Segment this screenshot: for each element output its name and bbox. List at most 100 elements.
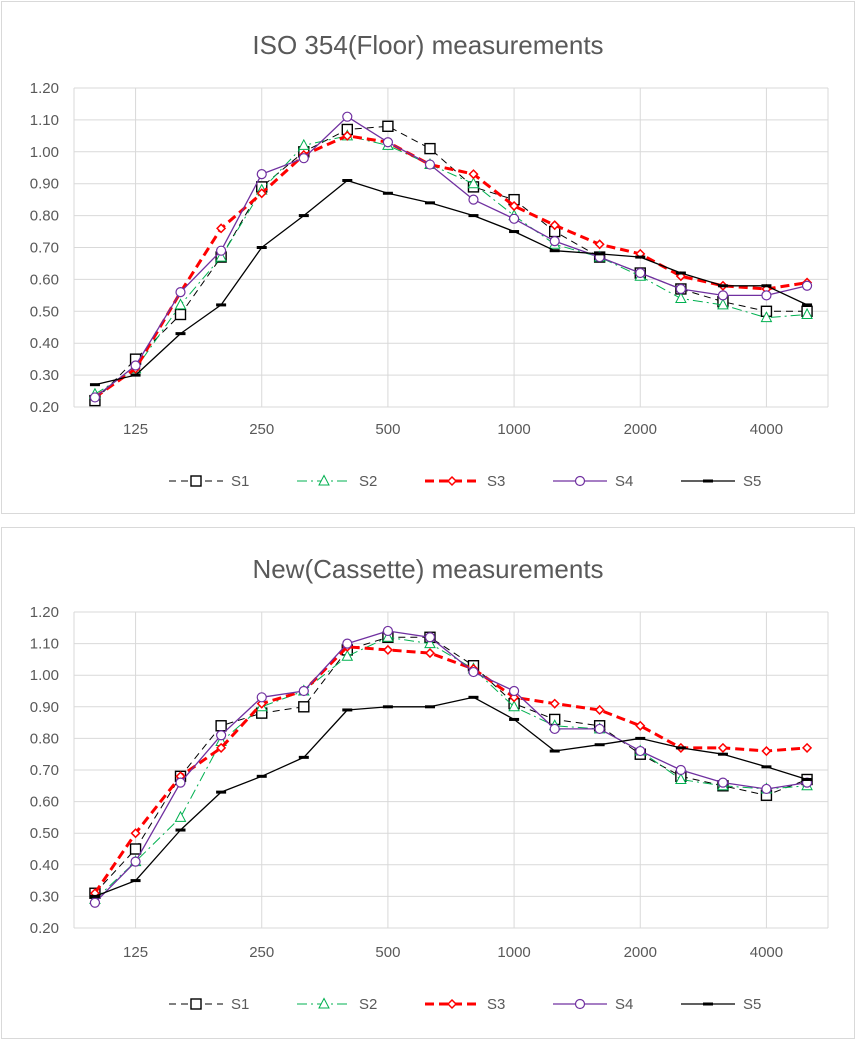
x-tick-label: 125 — [123, 944, 148, 961]
data-point — [549, 236, 560, 247]
data-point — [382, 191, 393, 195]
x-tick-label: 4000 — [750, 421, 783, 438]
data-point — [424, 648, 436, 659]
series-s1 — [89, 631, 813, 899]
series-line — [94, 116, 808, 398]
data-point — [174, 308, 187, 321]
legend-marker — [574, 475, 586, 487]
data-point — [508, 213, 520, 224]
data-point — [89, 383, 100, 387]
series-line — [94, 179, 808, 386]
y-tick-label: 0.80 — [30, 730, 59, 747]
y-tick-label: 0.40 — [30, 857, 59, 874]
series-line — [94, 636, 808, 900]
series-s3 — [89, 130, 813, 403]
data-point — [382, 705, 393, 709]
legend-item-s2: S2 — [297, 996, 377, 1013]
data-point — [594, 723, 605, 735]
data-point — [216, 742, 227, 753]
floor-chart: ISO 354(Floor) measurements 0.20 0.30 0.40… — [30, 30, 829, 490]
data-point — [675, 291, 687, 304]
legend-label: S1 — [231, 473, 249, 490]
data-point — [382, 625, 394, 637]
y-tick-label: 0.60 — [30, 794, 59, 811]
data-point — [256, 188, 267, 199]
data-point — [761, 745, 772, 757]
data-point — [424, 201, 435, 205]
legend: S1 S2 S3 S4 S5 — [169, 473, 761, 490]
series-line — [94, 125, 808, 401]
data-point — [216, 730, 227, 741]
data-point — [424, 705, 435, 709]
x-tick-label: 125 — [123, 421, 148, 438]
data-point — [256, 169, 267, 180]
data-point — [635, 720, 646, 731]
x-tick-label: 2000 — [624, 944, 657, 961]
x-tick-label: 1000 — [497, 944, 530, 961]
data-point — [801, 307, 813, 319]
legend-label: S2 — [359, 996, 377, 1013]
data-point — [216, 223, 227, 234]
data-point — [342, 130, 353, 141]
legend-item-s1: S1 — [169, 996, 249, 1013]
data-point — [760, 311, 773, 323]
data-point — [256, 774, 267, 778]
gridlines — [73, 611, 829, 929]
series-line — [94, 135, 808, 395]
data-point — [761, 783, 772, 795]
data-point — [215, 250, 227, 262]
data-point — [342, 179, 353, 183]
y-tick-label: 0.80 — [30, 208, 59, 225]
chart-title: New(Cassette) measurements — [252, 554, 603, 584]
data-point — [175, 287, 186, 298]
data-point — [382, 120, 394, 132]
y-tick-label: 1.20 — [30, 80, 59, 97]
data-point — [130, 879, 141, 883]
data-point — [761, 284, 772, 288]
data-point — [130, 856, 141, 867]
floor-chart-panel: ISO 354(Floor) measurements 0.20 0.30 0.40… — [1, 1, 855, 514]
data-point — [509, 717, 520, 721]
series-line — [93, 645, 808, 895]
x-tick-label: 500 — [375, 421, 400, 438]
series-s5 — [89, 695, 813, 898]
legend-marker — [703, 1002, 713, 1006]
y-tick-label: 0.30 — [30, 888, 59, 905]
data-point — [216, 790, 227, 794]
data-point — [129, 843, 142, 855]
legend-item-s3: S3 — [425, 473, 505, 490]
cassette-chart-panel: New(Cassette) measurements 0.20 0.30 0.40 0… — [1, 527, 855, 1039]
data-point — [549, 220, 560, 231]
gridlines — [73, 87, 829, 408]
y-tick-label: 0.90 — [30, 176, 59, 193]
data-point — [717, 290, 729, 301]
data-point — [675, 283, 686, 295]
series-line — [94, 696, 808, 898]
data-point — [298, 153, 309, 164]
data-point — [298, 701, 310, 713]
data-point — [175, 777, 186, 788]
data-point — [801, 742, 813, 753]
data-point — [761, 290, 772, 301]
series-s2 — [89, 630, 813, 905]
data-point — [216, 245, 227, 256]
legend-marker — [446, 998, 458, 1010]
data-point — [382, 644, 393, 655]
data-point — [130, 360, 141, 371]
series-s4 — [89, 111, 813, 403]
data-point — [174, 810, 187, 822]
series-s5 — [89, 179, 813, 387]
data-point — [509, 200, 520, 212]
data-point — [382, 137, 394, 148]
y-tick-label: 0.20 — [30, 399, 59, 416]
y-tick-label: 1.00 — [30, 667, 59, 684]
legend-marker — [703, 479, 713, 483]
data-point — [342, 638, 353, 649]
y-tick-label: 0.50 — [30, 303, 59, 320]
x-tick-label: 500 — [375, 944, 400, 961]
y-tick-label: 0.40 — [30, 335, 59, 352]
data-point — [508, 700, 520, 712]
legend-marker — [574, 998, 586, 1010]
data-point — [89, 392, 101, 403]
y-tick-label: 0.60 — [30, 271, 59, 288]
